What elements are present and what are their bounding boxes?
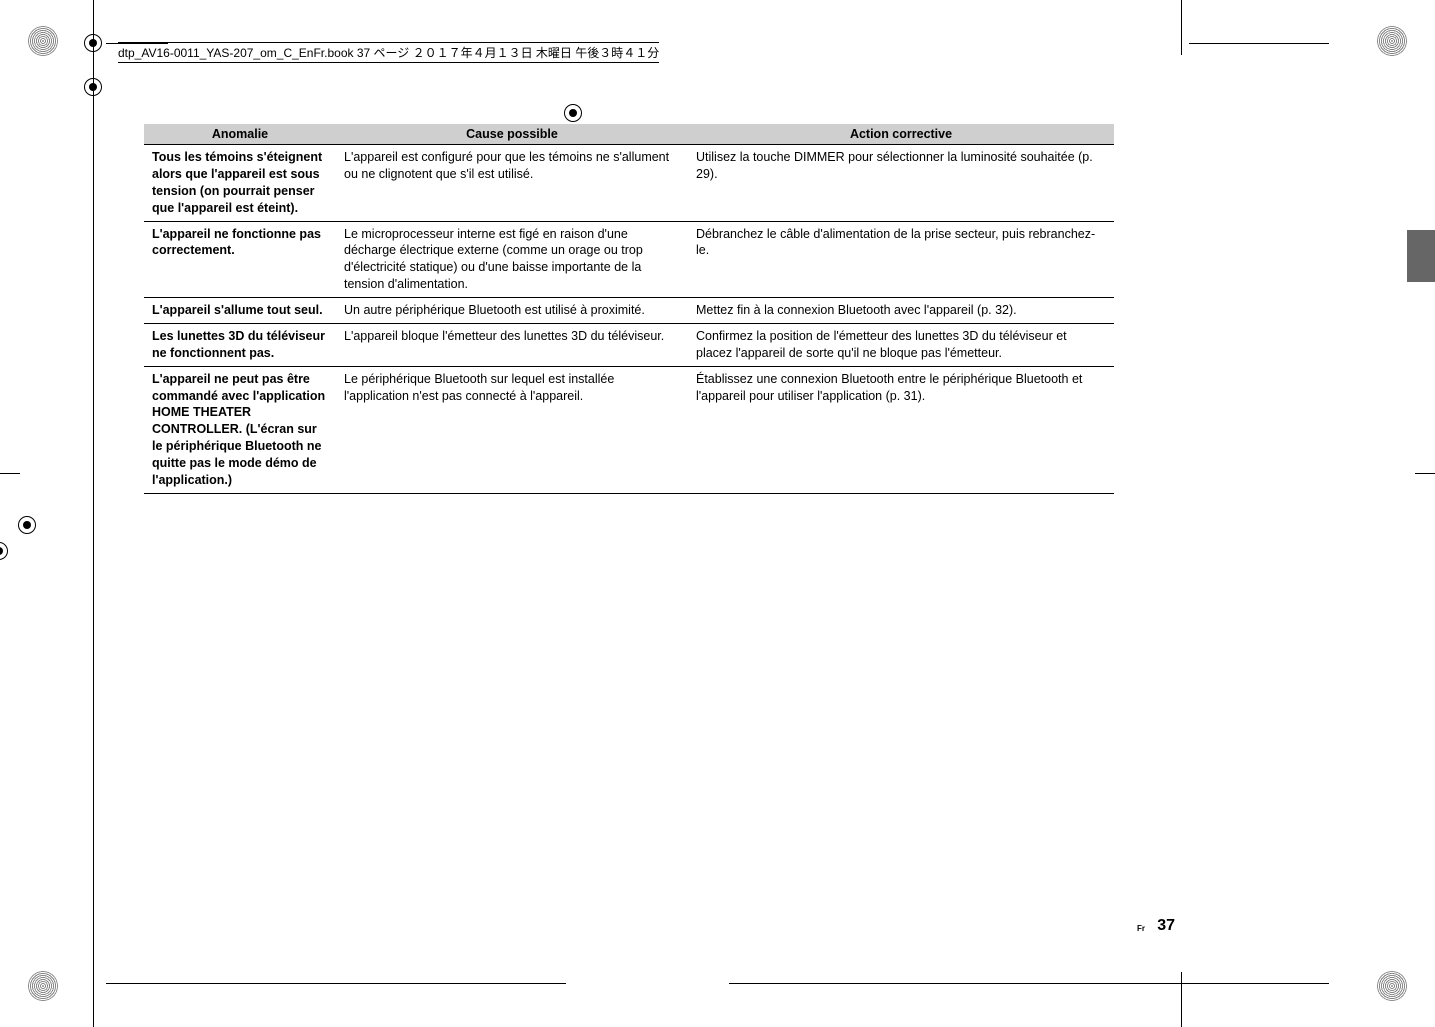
table-row: L'appareil ne peut pas être commandé ave… <box>144 366 1114 493</box>
cell-cause: Un autre périphérique Bluetooth est util… <box>336 298 688 324</box>
cell-cause: Le périphérique Bluetooth sur lequel est… <box>336 366 688 493</box>
cell-action: Confirmez la position de l'émetteur des … <box>688 323 1114 366</box>
page-lang: Fr <box>1137 924 1145 933</box>
doc-filename: dtp_AV16-0011_YAS-207_om_C_EnFr.book 37 … <box>118 42 659 63</box>
table-row: L'appareil s'allume tout seul. Un autre … <box>144 298 1114 324</box>
reg-mark-bl <box>28 971 58 1001</box>
doc-header: dtp_AV16-0011_YAS-207_om_C_EnFr.book 37 … <box>118 42 659 63</box>
cell-action: Mettez fin à la connexion Bluetooth avec… <box>688 298 1114 324</box>
reg-mark-tr <box>1377 26 1407 56</box>
page-number: 37 <box>1157 917 1175 935</box>
cell-cause: L'appareil est configuré pour que les té… <box>336 145 688 222</box>
troubleshooting-table-wrap: Anomalie Cause possible Action correctiv… <box>144 124 1114 494</box>
troubleshooting-table: Anomalie Cause possible Action correctiv… <box>144 124 1114 494</box>
cell-anomalie: Tous les témoins s'éteignent alors que l… <box>144 145 336 222</box>
th-anomalie: Anomalie <box>144 124 336 145</box>
table-row: Tous les témoins s'éteignent alors que l… <box>144 145 1114 222</box>
cell-anomalie: L'appareil ne peut pas être commandé ave… <box>144 366 336 493</box>
crop-line-top-r <box>1189 43 1329 44</box>
reg-mark-tl <box>28 26 58 56</box>
cell-anomalie: L'appareil s'allume tout seul. <box>144 298 336 324</box>
cell-cause: Le microprocesseur interne est figé en r… <box>336 221 688 298</box>
th-action: Action corrective <box>688 124 1114 145</box>
crop-line-mr <box>1415 473 1435 474</box>
cell-anomalie: Les lunettes 3D du téléviseur ne fonctio… <box>144 323 336 366</box>
crop-line-left <box>93 0 94 1027</box>
crop-line-bottom <box>106 983 566 984</box>
cell-action: Utilisez la touche DIMMER pour sélection… <box>688 145 1114 222</box>
cell-action: Établissez une connexion Bluetooth entre… <box>688 366 1114 493</box>
table-row: L'appareil ne fonctionne pas correctemen… <box>144 221 1114 298</box>
crop-line-bottom-r <box>729 983 1329 984</box>
crop-line-right <box>1181 0 1182 55</box>
side-tab <box>1407 230 1435 282</box>
reg-mark-br <box>1377 971 1407 1001</box>
crop-line-ml <box>0 473 20 474</box>
crop-mark-bm <box>560 100 586 126</box>
crop-line-right-b <box>1181 972 1182 1027</box>
crop-mark-ml <box>14 512 40 538</box>
table-row: Les lunettes 3D du téléviseur ne fonctio… <box>144 323 1114 366</box>
crop-mark-mr <box>0 538 12 564</box>
cell-cause: L'appareil bloque l'émetteur des lunette… <box>336 323 688 366</box>
cell-anomalie: L'appareil ne fonctionne pas correctemen… <box>144 221 336 298</box>
cell-action: Débranchez le câble d'alimentation de la… <box>688 221 1114 298</box>
th-cause: Cause possible <box>336 124 688 145</box>
